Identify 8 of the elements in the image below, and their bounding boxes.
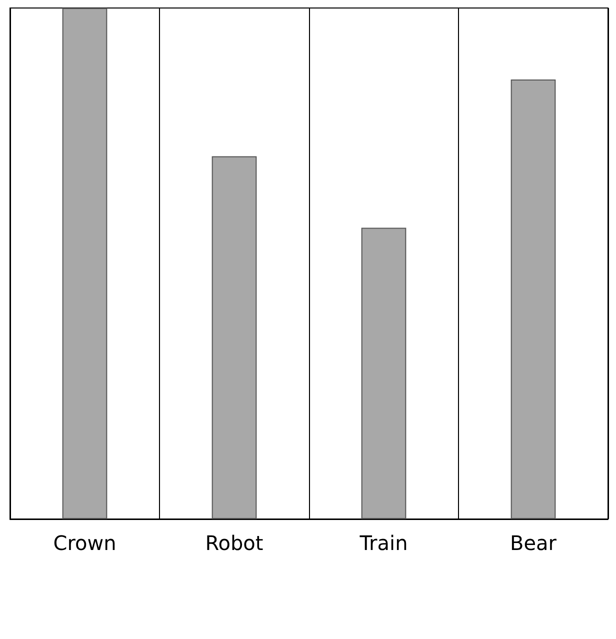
x-tick-label: Robot [205,531,264,555]
x-tick-label: Train [358,531,408,555]
bar [212,156,257,519]
bar [361,228,406,519]
bar [510,80,556,519]
bar [62,8,108,519]
x-tick-label: Crown [53,531,116,555]
x-tick-label: Bear [510,531,558,555]
